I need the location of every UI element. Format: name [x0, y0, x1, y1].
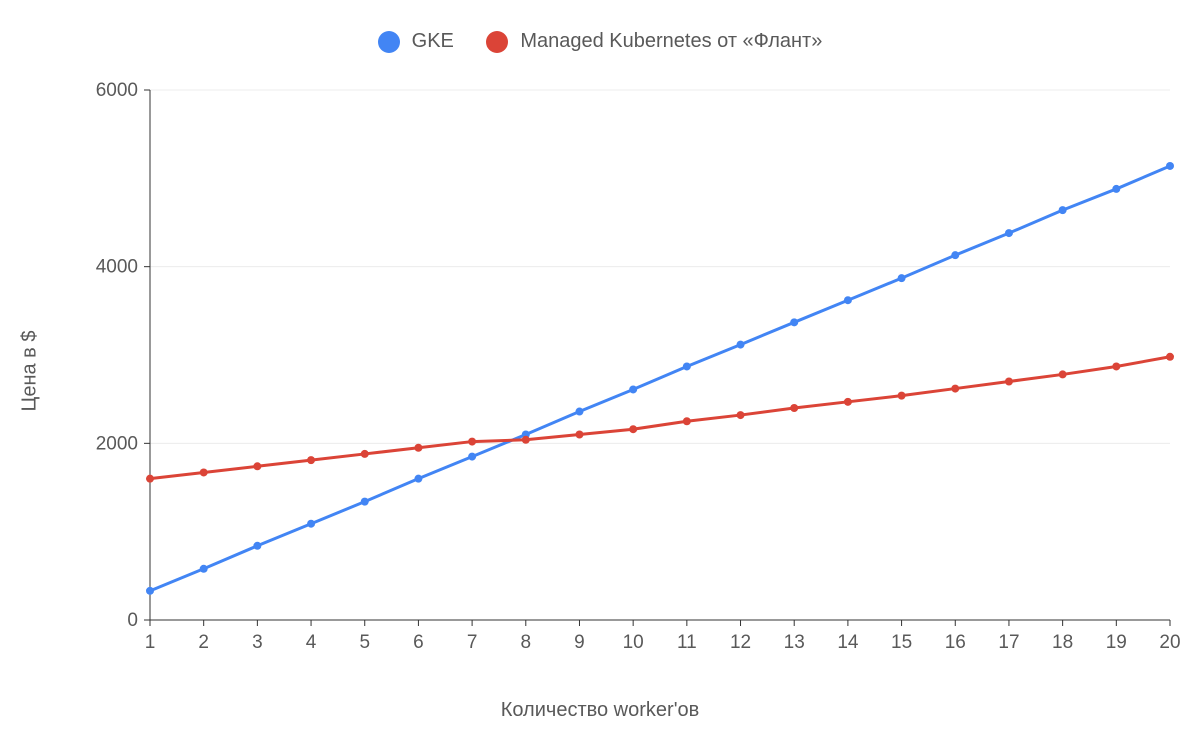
data-point: [253, 542, 261, 550]
data-point: [898, 392, 906, 400]
series-line: [150, 166, 1170, 591]
data-point: [522, 436, 530, 444]
svg-text:2000: 2000: [96, 433, 138, 454]
data-point: [253, 462, 261, 470]
data-point: [951, 385, 959, 393]
data-point: [683, 417, 691, 425]
svg-text:5: 5: [359, 632, 370, 653]
data-point: [683, 362, 691, 370]
svg-text:2: 2: [198, 632, 209, 653]
svg-text:6: 6: [413, 632, 424, 653]
svg-text:19: 19: [1106, 632, 1127, 653]
data-point: [844, 296, 852, 304]
data-point: [307, 456, 315, 464]
svg-text:10: 10: [623, 632, 644, 653]
data-point: [414, 444, 422, 452]
data-point: [1166, 162, 1174, 170]
data-point: [361, 498, 369, 506]
svg-text:15: 15: [891, 632, 912, 653]
svg-text:20: 20: [1159, 632, 1180, 653]
data-point: [951, 251, 959, 259]
data-point: [575, 431, 583, 439]
data-point: [790, 318, 798, 326]
data-point: [1059, 370, 1067, 378]
svg-text:18: 18: [1052, 632, 1073, 653]
svg-text:0: 0: [127, 610, 138, 631]
data-point: [146, 475, 154, 483]
svg-text:3: 3: [252, 632, 263, 653]
data-point: [898, 274, 906, 282]
data-point: [790, 404, 798, 412]
data-point: [146, 587, 154, 595]
svg-text:13: 13: [784, 632, 805, 653]
data-point: [468, 438, 476, 446]
svg-text:6000: 6000: [96, 80, 138, 101]
data-point: [468, 453, 476, 461]
data-point: [629, 425, 637, 433]
data-point: [200, 565, 208, 573]
line-chart: GKE Managed Kubernetes от «Флант» Цена в…: [0, 0, 1200, 742]
data-point: [737, 341, 745, 349]
data-point: [1059, 206, 1067, 214]
data-point: [1005, 378, 1013, 386]
data-point: [307, 520, 315, 528]
svg-text:7: 7: [467, 632, 478, 653]
svg-text:14: 14: [837, 632, 859, 653]
svg-text:4: 4: [306, 632, 317, 653]
data-point: [575, 408, 583, 416]
svg-text:9: 9: [574, 632, 585, 653]
svg-text:4000: 4000: [96, 257, 138, 278]
data-point: [844, 398, 852, 406]
svg-text:16: 16: [945, 632, 966, 653]
data-point: [737, 411, 745, 419]
data-point: [1112, 185, 1120, 193]
svg-text:11: 11: [677, 632, 697, 653]
data-point: [1166, 353, 1174, 361]
svg-text:8: 8: [521, 632, 532, 653]
data-point: [200, 468, 208, 476]
data-point: [414, 475, 422, 483]
data-point: [1112, 362, 1120, 370]
svg-text:1: 1: [145, 632, 156, 653]
data-point: [1005, 229, 1013, 237]
series-line: [150, 357, 1170, 479]
svg-text:17: 17: [998, 632, 1019, 653]
chart-canvas: 0200040006000 12345678910111213141516171…: [0, 0, 1200, 742]
data-point: [629, 385, 637, 393]
svg-text:12: 12: [730, 632, 751, 653]
data-point: [361, 450, 369, 458]
